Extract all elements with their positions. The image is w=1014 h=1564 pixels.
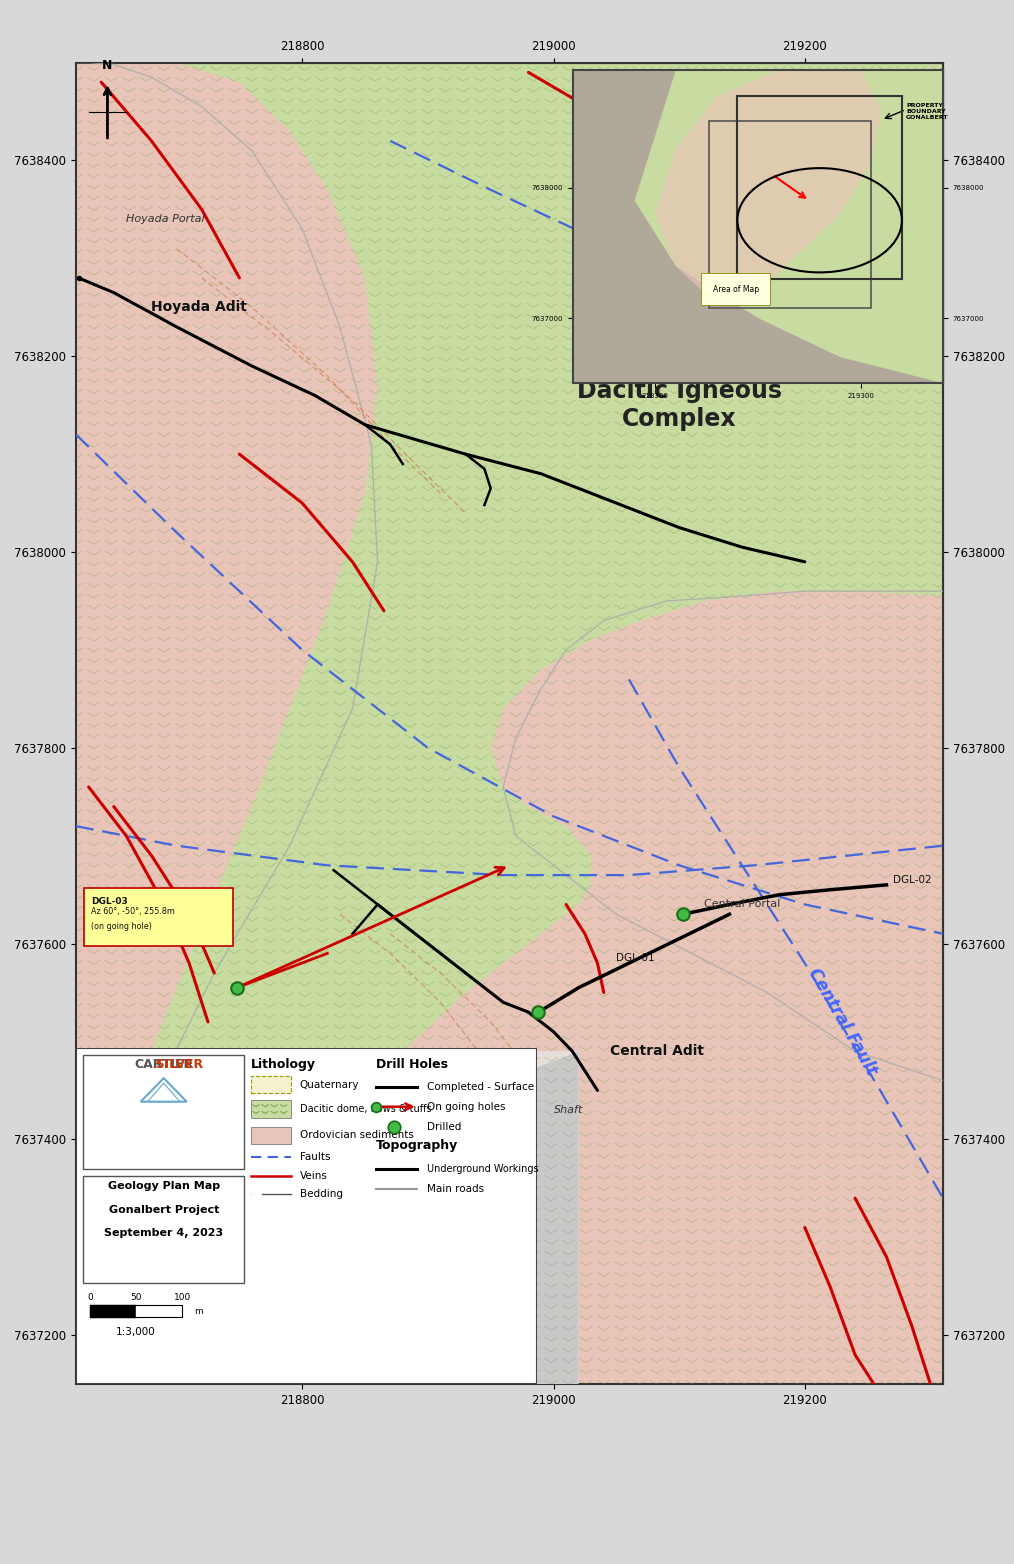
Text: Lithology: Lithology — [251, 1059, 316, 1071]
Text: DGL-01: DGL-01 — [617, 952, 655, 963]
Bar — [251, 1099, 291, 1118]
Text: Central Portal: Central Portal — [705, 899, 781, 909]
Text: Dacitic Igneous
Complex: Dacitic Igneous Complex — [577, 380, 782, 432]
Bar — [76, 1051, 579, 1384]
Text: Underground Workings: Underground Workings — [427, 1164, 538, 1175]
Bar — [737, 97, 901, 278]
Polygon shape — [635, 70, 943, 383]
Bar — [90, 1304, 183, 1317]
Bar — [83, 1176, 244, 1282]
Text: SILVER: SILVER — [125, 1059, 203, 1071]
Text: DGL-03: DGL-03 — [91, 896, 128, 906]
Text: DGL-02: DGL-02 — [892, 874, 932, 885]
Polygon shape — [76, 1051, 579, 1384]
Text: Gonalbert Project: Gonalbert Project — [108, 1204, 219, 1215]
Text: Drill Holes: Drill Holes — [376, 1059, 448, 1071]
Bar — [83, 1054, 244, 1168]
Text: (on going hole): (on going hole) — [91, 923, 152, 931]
Text: Topography: Topography — [376, 1139, 458, 1151]
Text: Veins: Veins — [300, 1171, 328, 1181]
Text: Bedding: Bedding — [300, 1189, 343, 1200]
Text: m: m — [194, 1308, 203, 1317]
Text: Hoyada Portal: Hoyada Portal — [127, 214, 205, 224]
Bar — [709, 122, 871, 308]
Bar — [251, 1076, 291, 1093]
Text: Faults: Faults — [300, 1153, 331, 1162]
Text: 1:3,000: 1:3,000 — [117, 1326, 156, 1337]
Polygon shape — [76, 63, 377, 1384]
Text: Shaft: Shaft — [554, 1106, 583, 1115]
Text: CARTIER: CARTIER — [134, 1059, 194, 1071]
Text: Geology Plan Map: Geology Plan Map — [107, 1181, 220, 1192]
Text: Central Adit: Central Adit — [610, 1045, 704, 1059]
Text: Ordovician sediments: Ordovician sediments — [300, 1131, 414, 1140]
Text: Az 60°, -50°, 255.8m: Az 60°, -50°, 255.8m — [91, 907, 175, 917]
Text: September 4, 2023: September 4, 2023 — [104, 1228, 223, 1239]
FancyBboxPatch shape — [83, 888, 233, 946]
Text: N: N — [102, 59, 113, 72]
Text: On going holes: On going holes — [427, 1101, 505, 1112]
Text: Completed - Surface: Completed - Surface — [427, 1082, 533, 1092]
Text: Quaternary: Quaternary — [300, 1079, 359, 1090]
Text: Area of Map: Area of Map — [713, 285, 758, 294]
Text: PROPERTY
BOUNDARY
GONALBERT: PROPERTY BOUNDARY GONALBERT — [907, 103, 948, 119]
Text: Dacitic dome, flows & tuffs: Dacitic dome, flows & tuffs — [300, 1104, 431, 1115]
Bar — [251, 1128, 291, 1143]
Text: Main roads: Main roads — [427, 1184, 484, 1193]
Polygon shape — [655, 70, 881, 305]
Text: Central Fault: Central Fault — [804, 965, 880, 1079]
Text: 0: 0 — [87, 1293, 92, 1301]
Text: Hoyada Adit: Hoyada Adit — [151, 300, 247, 314]
Text: Drilled: Drilled — [427, 1121, 461, 1132]
Text: 100: 100 — [173, 1293, 191, 1301]
Polygon shape — [76, 591, 943, 1384]
Text: 50: 50 — [130, 1293, 142, 1301]
